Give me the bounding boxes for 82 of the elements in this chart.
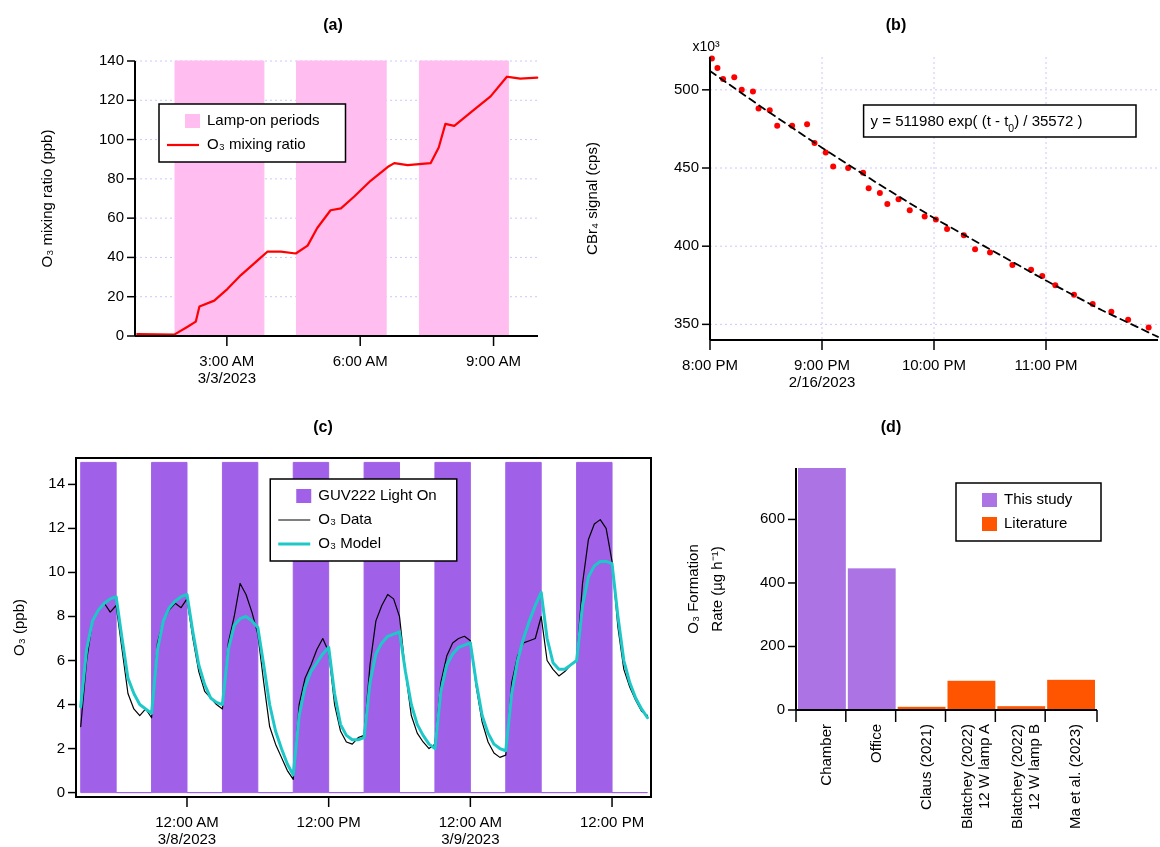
- x-tick-label: 3:00 AM 3/3/2023: [197, 352, 257, 387]
- y-tick-label: 350: [673, 314, 699, 332]
- point: [731, 74, 738, 81]
- y-axis-title: O₃ (ppb): [10, 599, 27, 656]
- x-tick-label: 9:00 AM: [466, 352, 522, 369]
- point: [714, 64, 721, 71]
- y-tick-label: 450: [673, 157, 699, 175]
- x-tick-label: 12:00 PM: [579, 813, 645, 830]
- chart-title: (b): [885, 16, 907, 33]
- point: [774, 122, 781, 129]
- y-tick-label: 600: [759, 509, 785, 527]
- line-series: [79, 559, 649, 777]
- x-tick-label: 6:00 AM: [332, 352, 388, 369]
- y-axis-title: CBr₄ signal (cps): [583, 142, 600, 255]
- y-tick-label: 40: [107, 247, 124, 265]
- y-tick-label: 0: [56, 782, 65, 800]
- point: [865, 185, 872, 192]
- y-tick-label: 100: [98, 129, 124, 147]
- legend-label: Literature: [1004, 513, 1068, 531]
- text-box: y = 511980 exp( (t - t$_{0}$) / 35572 ): [862, 104, 1137, 138]
- x-tick-label: 10:00 PM: [901, 356, 967, 373]
- y-tick-label: 14: [48, 474, 65, 492]
- point: [749, 88, 756, 95]
- legend-label: O₃ mixing ratio: [207, 134, 306, 152]
- point: [1052, 282, 1059, 289]
- point: [944, 225, 951, 232]
- chart-title: (c): [313, 418, 333, 435]
- y-tick-label: 0: [115, 325, 124, 343]
- point: [738, 86, 745, 93]
- point: [972, 246, 979, 253]
- legend-label: This study: [1004, 489, 1073, 507]
- y-tick-label: 0: [776, 699, 785, 717]
- point: [1009, 261, 1016, 268]
- y-tick-label: 12: [48, 518, 65, 536]
- x-tick-label: 8:00 PM: [682, 356, 738, 373]
- y-tick-label: 400: [673, 236, 699, 254]
- legend-label: Lamp-on periods: [207, 110, 320, 128]
- x-tick-label: 12:00 AM 3/8/2023: [155, 813, 219, 847]
- x-tick-label: 11:00 PM: [1014, 356, 1078, 373]
- chart-title: (d): [880, 418, 902, 435]
- y-tick-label: 400: [759, 572, 785, 590]
- y-axis-title: O₃ Formation Rate (µg h⁻¹): [684, 544, 725, 634]
- point: [1125, 316, 1132, 323]
- annotation: y = 511980 exp( (t - t$_{0}$) / 35572 ): [870, 112, 1083, 134]
- y-tick-label: 10: [48, 562, 65, 580]
- legend-label: O₃ Model: [318, 533, 382, 551]
- y-tick-label: 200: [759, 636, 785, 654]
- y-tick-label: 4: [56, 694, 65, 712]
- bar: [847, 568, 896, 710]
- x-tick-label: Blatchey (2022) 12 W lamp B: [1007, 724, 1042, 830]
- point: [906, 207, 913, 214]
- y-tick-label: 80: [107, 168, 124, 186]
- y-tick-label: 8: [56, 606, 65, 624]
- x-tick-label: 12:00 AM 3/9/2023: [438, 813, 503, 847]
- x-tick-label: Claus (2021): [916, 724, 934, 810]
- y-tick-label: 20: [107, 286, 124, 304]
- bar: [1047, 679, 1096, 710]
- x-tick-label: 12:00 PM: [296, 813, 361, 830]
- legend-label: O₃ Data: [318, 509, 373, 527]
- text: x10³: [692, 38, 720, 54]
- legend-label: GUV222 Light On: [318, 485, 437, 503]
- chart-title: (a): [323, 16, 343, 33]
- y-tick-label: 2: [56, 738, 65, 756]
- point: [845, 165, 852, 172]
- point: [921, 213, 928, 220]
- y-tick-label: 60: [107, 208, 124, 226]
- point: [1145, 324, 1152, 331]
- x-tick-label: Ma et al. (2023): [1066, 724, 1084, 830]
- point: [804, 121, 811, 128]
- y-tick-label: 120: [98, 90, 124, 108]
- y-tick-label: 500: [673, 79, 699, 97]
- y-axis-title: O₃ mixing ratio (ppb): [38, 129, 55, 268]
- x-tick-label: 9:00 PM 2/16/2023: [788, 356, 856, 391]
- x-tick-label: Chamber: [816, 724, 834, 786]
- point: [987, 249, 993, 256]
- point: [876, 190, 883, 197]
- point: [830, 163, 837, 170]
- y-tick-label: 140: [98, 50, 124, 68]
- x-tick-label: Blatchey (2022) 12 W lamp A: [957, 724, 993, 830]
- x-tick-label: Office: [866, 724, 884, 763]
- y-tick-label: 6: [56, 650, 65, 668]
- point: [884, 200, 891, 207]
